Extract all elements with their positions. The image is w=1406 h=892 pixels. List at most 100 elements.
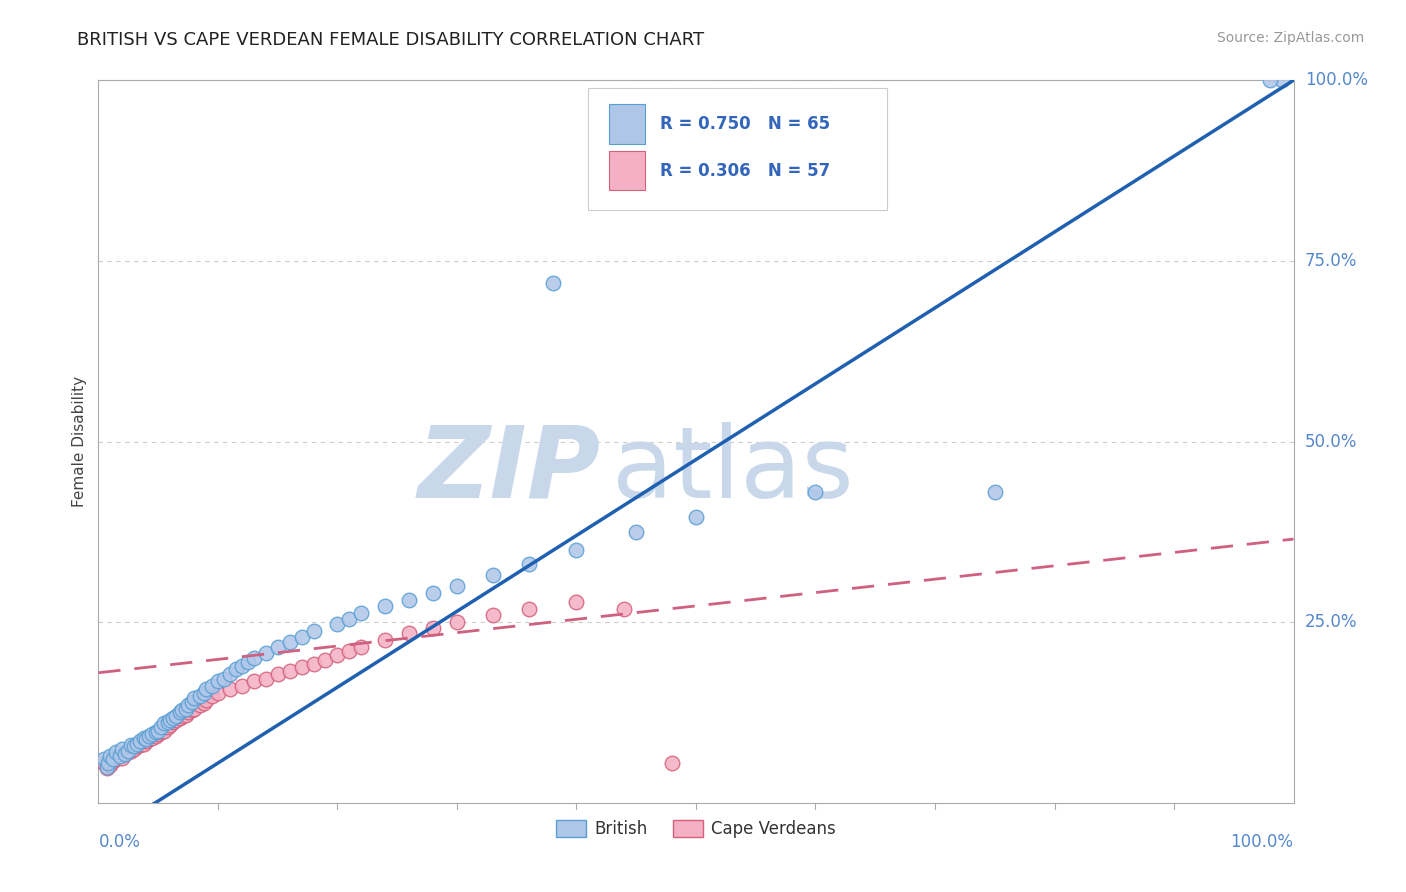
- Point: [93, 756, 115, 770]
- Point: [207, 686, 229, 700]
- Point: [174, 702, 197, 716]
- Point: [278, 665, 301, 679]
- Point: [156, 714, 179, 729]
- Point: [326, 648, 349, 662]
- Point: [138, 732, 160, 747]
- Point: [141, 727, 163, 741]
- Text: 75.0%: 75.0%: [1305, 252, 1357, 270]
- Point: [132, 731, 155, 745]
- Point: [302, 624, 325, 638]
- Point: [422, 586, 444, 600]
- Point: [613, 602, 636, 616]
- Point: [661, 756, 683, 770]
- Point: [183, 691, 205, 706]
- Point: [243, 651, 266, 665]
- Point: [565, 595, 588, 609]
- Point: [291, 660, 314, 674]
- Point: [1271, 73, 1294, 87]
- Point: [446, 579, 468, 593]
- Point: [138, 729, 160, 743]
- Point: [93, 752, 115, 766]
- Text: 25.0%: 25.0%: [1305, 613, 1357, 632]
- Point: [169, 706, 191, 720]
- Point: [98, 748, 122, 763]
- Point: [374, 599, 396, 614]
- Point: [201, 689, 224, 703]
- Point: [201, 679, 224, 693]
- Point: [243, 674, 266, 689]
- Point: [145, 729, 167, 743]
- Point: [339, 644, 361, 658]
- Point: [188, 698, 211, 713]
- Point: [162, 714, 184, 729]
- Point: [153, 716, 176, 731]
- Point: [132, 737, 155, 751]
- Point: [105, 752, 128, 766]
- Point: [148, 723, 170, 738]
- Point: [481, 568, 505, 582]
- Point: [148, 727, 170, 741]
- Point: [804, 485, 827, 500]
- Bar: [609, 103, 644, 144]
- Point: [302, 657, 325, 671]
- Point: [374, 633, 396, 648]
- Point: [156, 720, 179, 734]
- Point: [145, 725, 167, 739]
- Point: [129, 734, 152, 748]
- Point: [984, 485, 1007, 500]
- Point: [193, 686, 215, 700]
- Text: 0.0%: 0.0%: [98, 833, 141, 851]
- Point: [135, 732, 157, 747]
- Point: [626, 524, 648, 539]
- Point: [212, 672, 235, 686]
- Point: [193, 696, 215, 710]
- Point: [195, 693, 218, 707]
- Point: [97, 756, 120, 770]
- Text: Source: ZipAtlas.com: Source: ZipAtlas.com: [1216, 31, 1364, 45]
- Point: [162, 710, 184, 724]
- Point: [96, 761, 118, 775]
- Point: [291, 630, 314, 644]
- Point: [96, 760, 118, 774]
- Point: [124, 739, 146, 754]
- Point: [267, 640, 290, 655]
- Point: [1258, 73, 1281, 87]
- Text: R = 0.750   N = 65: R = 0.750 N = 65: [661, 115, 830, 133]
- Point: [339, 611, 361, 625]
- Point: [398, 593, 420, 607]
- Point: [207, 674, 229, 689]
- Point: [141, 731, 163, 745]
- Point: [165, 713, 187, 727]
- Point: [117, 744, 139, 758]
- Text: BRITISH VS CAPE VERDEAN FEMALE DISABILITY CORRELATION CHART: BRITISH VS CAPE VERDEAN FEMALE DISABILIT…: [77, 31, 704, 49]
- Point: [267, 667, 290, 681]
- Point: [517, 558, 540, 572]
- Point: [114, 747, 136, 761]
- Point: [350, 640, 373, 655]
- Point: [422, 621, 444, 635]
- Point: [180, 695, 202, 709]
- Point: [149, 720, 172, 734]
- Point: [120, 744, 142, 758]
- Point: [111, 751, 134, 765]
- Point: [231, 679, 253, 693]
- Point: [350, 607, 373, 621]
- Point: [165, 709, 187, 723]
- Point: [180, 703, 202, 717]
- Point: [114, 747, 136, 761]
- Point: [541, 276, 564, 290]
- Point: [315, 653, 337, 667]
- Point: [177, 698, 200, 713]
- Y-axis label: Female Disability: Female Disability: [72, 376, 87, 508]
- Point: [159, 718, 181, 732]
- Point: [278, 635, 301, 649]
- Point: [169, 710, 191, 724]
- Point: [108, 748, 131, 763]
- Point: [159, 713, 181, 727]
- Point: [101, 752, 124, 766]
- Text: 100.0%: 100.0%: [1230, 833, 1294, 851]
- Point: [188, 689, 211, 703]
- Point: [565, 542, 588, 557]
- Point: [172, 703, 194, 717]
- Text: 50.0%: 50.0%: [1305, 433, 1357, 450]
